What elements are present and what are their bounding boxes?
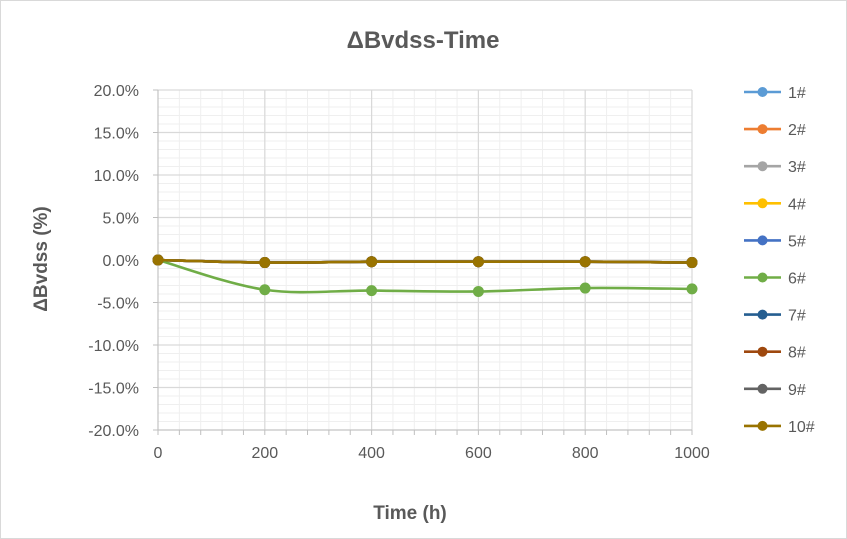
x-tick-label: 1000 xyxy=(674,445,710,462)
y-tick-label: -15.0% xyxy=(88,381,139,398)
x-axis-title: Time (h) xyxy=(373,503,447,524)
series-10# xyxy=(152,254,698,269)
y-tick-label: 15.0% xyxy=(94,126,139,143)
legend-label: 10# xyxy=(788,419,815,436)
y-tick-label: -10.0% xyxy=(88,338,139,355)
legend-item: 10# xyxy=(744,419,815,436)
legend-marker xyxy=(757,235,768,246)
legend-label: 1# xyxy=(788,85,806,102)
y-tick-label: -5.0% xyxy=(97,296,139,313)
legend-item: 7# xyxy=(744,308,806,325)
series-line xyxy=(157,258,693,264)
x-tick-label: 0 xyxy=(154,445,163,462)
legend-marker xyxy=(757,383,768,394)
data-point xyxy=(152,254,164,266)
legend-label: 2# xyxy=(788,122,806,139)
chart-title: ΔBvdss-Time xyxy=(347,27,500,54)
data-point xyxy=(686,283,698,295)
legend-marker xyxy=(757,346,768,357)
legend-label: 8# xyxy=(788,345,806,362)
y-tick-label: -20.0% xyxy=(88,423,139,440)
data-point xyxy=(579,256,591,268)
legend-marker xyxy=(757,309,768,320)
y-tick-label: 10.0% xyxy=(94,168,139,185)
legend-item: 4# xyxy=(744,196,806,213)
x-tick-label: 400 xyxy=(358,445,385,462)
data-point xyxy=(259,284,271,296)
legend-label: 4# xyxy=(788,196,806,213)
legend-label: 5# xyxy=(788,233,806,250)
legend-item: 2# xyxy=(744,122,806,139)
legend-label: 9# xyxy=(788,382,806,399)
legend-item: 1# xyxy=(744,85,806,102)
x-tick-label: 800 xyxy=(572,445,599,462)
data-point xyxy=(366,285,378,297)
legend: 1# 2# 3# 4# 5# 6# 7# 8# 9# 10# xyxy=(744,85,815,436)
data-point xyxy=(366,256,378,268)
legend-marker xyxy=(757,124,768,135)
y-tick-label: 20.0% xyxy=(94,83,139,100)
y-tick-label: 0.0% xyxy=(103,253,139,270)
legend-marker xyxy=(757,272,768,283)
y-tick-label: 5.0% xyxy=(103,211,139,228)
legend-marker xyxy=(757,198,768,209)
x-tick-labels: 0 200 400 600 800 1000 xyxy=(154,445,710,462)
series-line xyxy=(157,258,693,294)
data-point xyxy=(579,282,591,294)
legend-item: 5# xyxy=(744,233,806,250)
data-point xyxy=(259,257,271,269)
legend-marker xyxy=(757,161,768,172)
y-axis-title: ΔBvdss (%) xyxy=(31,206,52,312)
data-point xyxy=(472,285,484,297)
legend-item: 3# xyxy=(744,159,806,176)
legend-label: 6# xyxy=(788,271,806,288)
legend-marker xyxy=(757,420,768,431)
y-tick-labels: 20.0% 15.0% 10.0% 5.0% 0.0% -5.0% -10.0% -15.0%… xyxy=(88,83,139,440)
legend-item: 6# xyxy=(744,271,806,288)
x-tick-label: 600 xyxy=(465,445,492,462)
x-tick-label: 200 xyxy=(251,445,278,462)
legend-item: 8# xyxy=(744,345,806,362)
data-point xyxy=(686,257,698,269)
plot-grid xyxy=(157,89,693,431)
legend-marker xyxy=(757,87,768,97)
legend-label: 3# xyxy=(788,159,806,176)
legend-label: 7# xyxy=(788,308,806,325)
data-point xyxy=(472,256,484,268)
series-layer xyxy=(152,254,698,297)
legend-item: 9# xyxy=(744,382,806,399)
